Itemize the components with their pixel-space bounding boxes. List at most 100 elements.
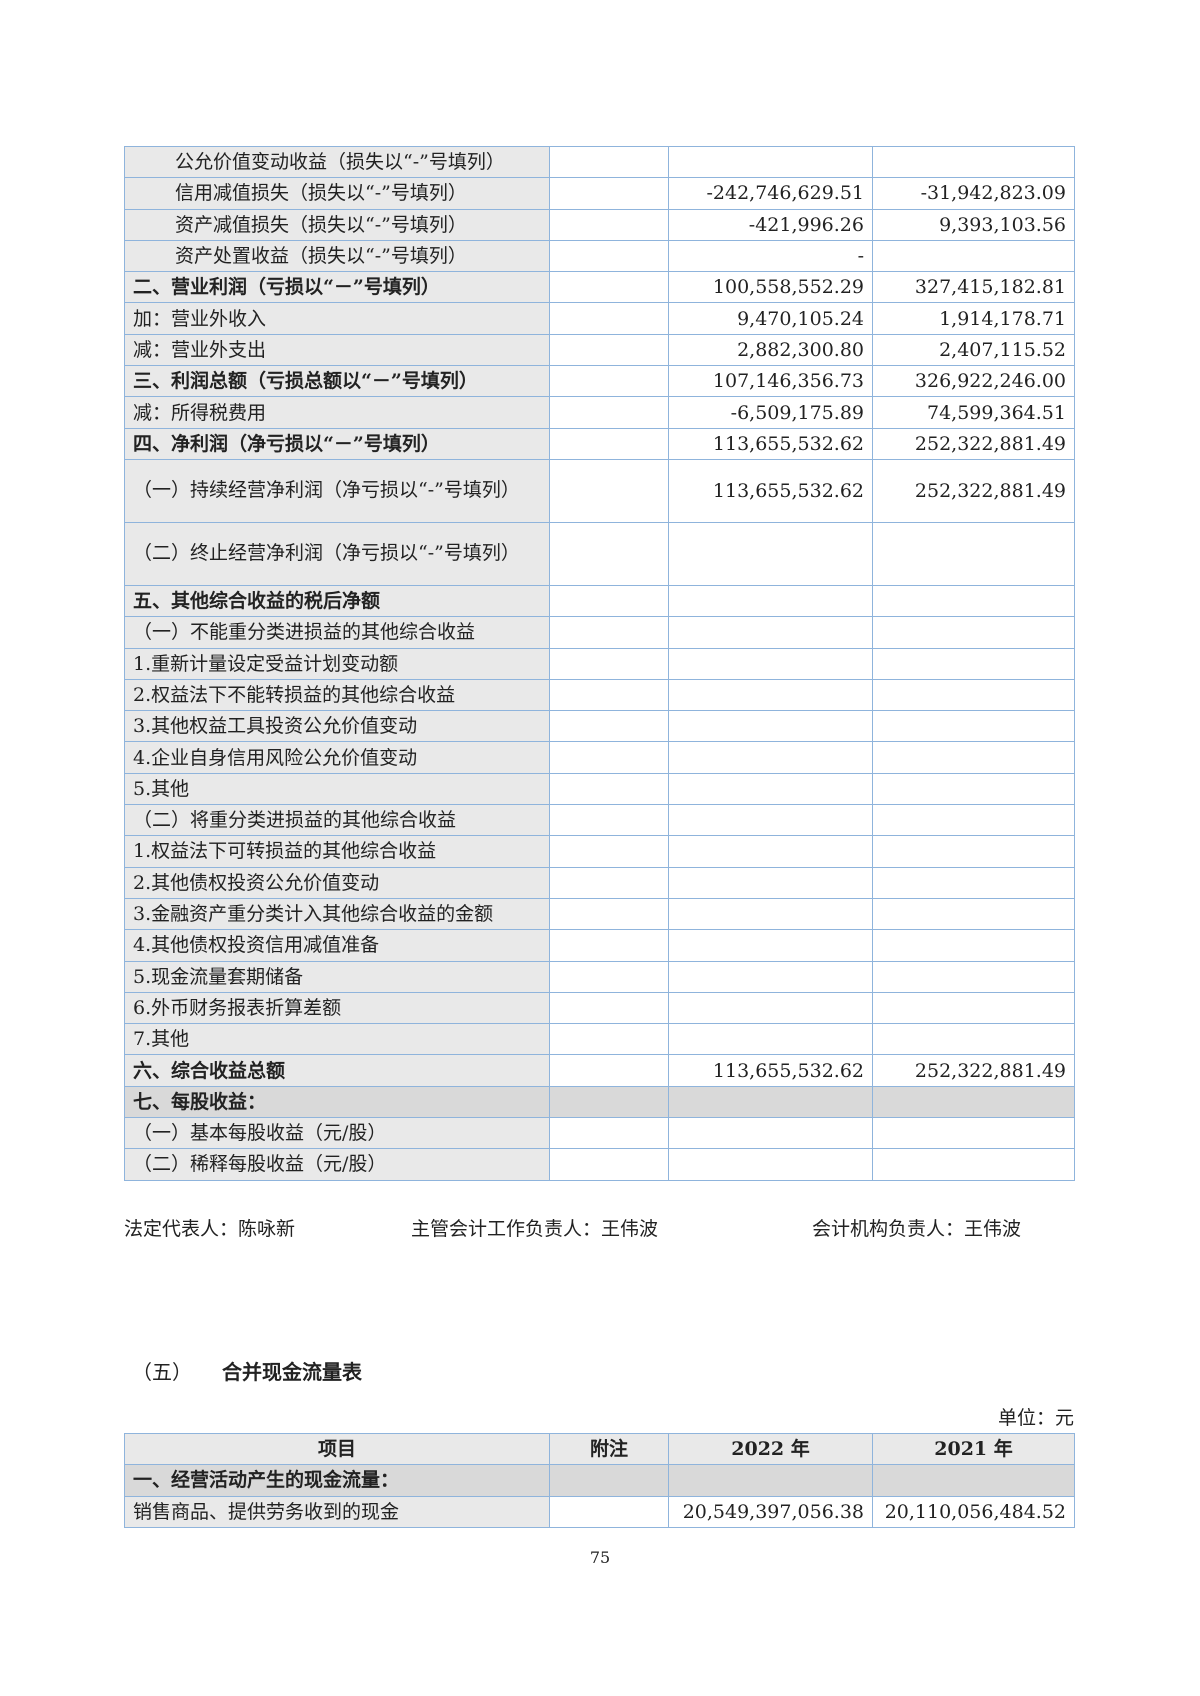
- row-value-2022: [668, 897, 873, 931]
- header-2022: 2022 年: [668, 1432, 873, 1466]
- table-row: 信用减值损失（损失以“-”号填列） -242,746,629.51 -31,942,…: [124, 177, 1075, 210]
- row-item: 1.重新计量设定受益计划变动额: [124, 647, 550, 680]
- row-note: [549, 772, 669, 806]
- row-value-2021: [872, 1085, 1075, 1119]
- row-item: 公允价值变动收益（损失以“-”号填列）: [124, 145, 550, 179]
- row-value-2021: 1,914,178.71: [872, 302, 1075, 335]
- table-row: 7.其他: [124, 1023, 1075, 1056]
- table-row: 4.企业自身信用风险公允价值变动: [124, 741, 1075, 774]
- row-value-2021: [872, 741, 1075, 774]
- row-item: 减：所得税费用: [124, 396, 550, 429]
- row-item: 六、综合收益总额: [124, 1054, 550, 1087]
- row-value-2022: [668, 929, 873, 962]
- row-item: 销售商品、提供劳务收到的现金: [124, 1495, 550, 1528]
- table-row: （二）将重分类进损益的其他综合收益: [124, 804, 1075, 837]
- row-item: 2.权益法下不能转损益的其他综合收益: [124, 678, 550, 712]
- row-note: [549, 1117, 669, 1150]
- row-value-2022: [668, 1148, 873, 1181]
- row-note: [549, 960, 669, 993]
- row-item: 一、经营活动产生的现金流量：: [124, 1464, 550, 1497]
- row-value-2022: [668, 584, 873, 618]
- row-note: [549, 1023, 669, 1056]
- row-note: [549, 1495, 669, 1528]
- table-row: 一、经营活动产生的现金流量：: [124, 1464, 1075, 1497]
- table-row: 减：所得税费用 -6,509,175.89 74,599,364.51: [124, 396, 1075, 429]
- row-note: [549, 365, 669, 398]
- row-item: 减：营业外支出: [124, 333, 550, 367]
- table-row: 2.其他债权投资公允价值变动: [124, 866, 1075, 899]
- row-value-2022: [668, 1085, 873, 1119]
- row-note: [549, 616, 669, 649]
- row-note: [549, 1054, 669, 1087]
- row-value-2022: [668, 960, 873, 993]
- table-row: 五、其他综合收益的税后净额: [124, 584, 1075, 618]
- table-row: 减：营业外支出 2,882,300.80 2,407,115.52: [124, 333, 1075, 367]
- row-value-2021: [872, 866, 1075, 899]
- header-2021: 2021 年: [872, 1432, 1075, 1466]
- page-number: 75: [589, 1548, 611, 1567]
- row-value-2021: 252,322,881.49: [872, 458, 1075, 523]
- row-value-2021: [872, 239, 1075, 273]
- row-item: 信用减值损失（损失以“-”号填列）: [124, 177, 550, 210]
- row-note: [549, 145, 669, 179]
- row-item: 7.其他: [124, 1023, 550, 1056]
- row-value-2022: 107,146,356.73: [668, 365, 873, 398]
- table-row: （二）稀释每股收益（元/股）: [124, 1148, 1075, 1181]
- accounting-head: 主管会计工作负责人：王伟波: [411, 1218, 659, 1240]
- row-item: 七、每股收益：: [124, 1085, 550, 1119]
- table-row: （一）持续经营净利润（净亏损以“-”号填列） 113,655,532.62 252,…: [124, 458, 1075, 523]
- row-value-2021: [872, 647, 1075, 680]
- table-row: 5.其他: [124, 772, 1075, 806]
- table-row: 销售商品、提供劳务收到的现金 20,549,397,056.38 20,110,05…: [124, 1495, 1075, 1528]
- row-value-2022: 100,558,552.29: [668, 271, 873, 304]
- row-item: （一）基本每股收益（元/股）: [124, 1117, 550, 1150]
- row-value-2021: [872, 1023, 1075, 1056]
- row-note: [549, 866, 669, 899]
- row-note: [549, 458, 669, 523]
- header-note: 附注: [549, 1432, 669, 1466]
- row-value-2021: [872, 1464, 1075, 1497]
- table-row: 6.外币财务报表折算差额: [124, 991, 1075, 1025]
- row-value-2022: 2,882,300.80: [668, 333, 873, 367]
- row-item: 1.权益法下可转损益的其他综合收益: [124, 835, 550, 868]
- row-value-2022: [668, 991, 873, 1025]
- table-row: 资产处置收益（损失以“-”号填列） -: [124, 239, 1075, 273]
- accounting-org-head: 会计机构负责人：王伟波: [812, 1218, 1022, 1240]
- row-value-2022: -: [668, 239, 873, 273]
- row-value-2021: 20,110,056,484.52: [872, 1495, 1075, 1528]
- row-item: （一）持续经营净利润（净亏损以“-”号填列）: [124, 458, 550, 523]
- row-value-2021: [872, 929, 1075, 962]
- table-header-row: 项目 附注 2022 年 2021 年: [124, 1432, 1075, 1466]
- row-value-2022: [668, 145, 873, 179]
- row-value-2021: [872, 145, 1075, 179]
- row-value-2022: [668, 678, 873, 712]
- row-value-2022: [668, 866, 873, 899]
- row-value-2021: 2,407,115.52: [872, 333, 1075, 367]
- table-row: 3.金融资产重分类计入其他综合收益的金额: [124, 897, 1075, 931]
- row-note: [549, 1148, 669, 1181]
- row-value-2021: 326,922,246.00: [872, 365, 1075, 398]
- row-value-2022: [668, 835, 873, 868]
- row-item: 6.外币财务报表折算差额: [124, 991, 550, 1025]
- section-title: 合并现金流量表: [222, 1360, 362, 1384]
- row-value-2021: [872, 772, 1075, 806]
- income-statement-table: 公允价值变动收益（损失以“-”号填列） 信用减值损失（损失以“-”号填列） -242…: [124, 145, 1075, 1181]
- row-value-2021: 252,322,881.49: [872, 1054, 1075, 1087]
- row-value-2022: [668, 772, 873, 806]
- row-note: [549, 396, 669, 429]
- table-row: （一）基本每股收益（元/股）: [124, 1117, 1075, 1150]
- row-value-2022: [668, 1464, 873, 1497]
- table-row: 2.权益法下不能转损益的其他综合收益: [124, 678, 1075, 712]
- row-value-2022: [668, 647, 873, 680]
- row-value-2022: [668, 804, 873, 837]
- row-item: 3.金融资产重分类计入其他综合收益的金额: [124, 897, 550, 931]
- row-item: 资产减值损失（损失以“-”号填列）: [124, 208, 550, 241]
- section-number: （五）: [132, 1360, 192, 1384]
- row-value-2021: [872, 804, 1075, 837]
- row-value-2021: 74,599,364.51: [872, 396, 1075, 429]
- row-value-2021: [872, 710, 1075, 743]
- row-value-2021: [872, 991, 1075, 1025]
- row-value-2022: [668, 741, 873, 774]
- row-note: [549, 271, 669, 304]
- row-note: [549, 302, 669, 335]
